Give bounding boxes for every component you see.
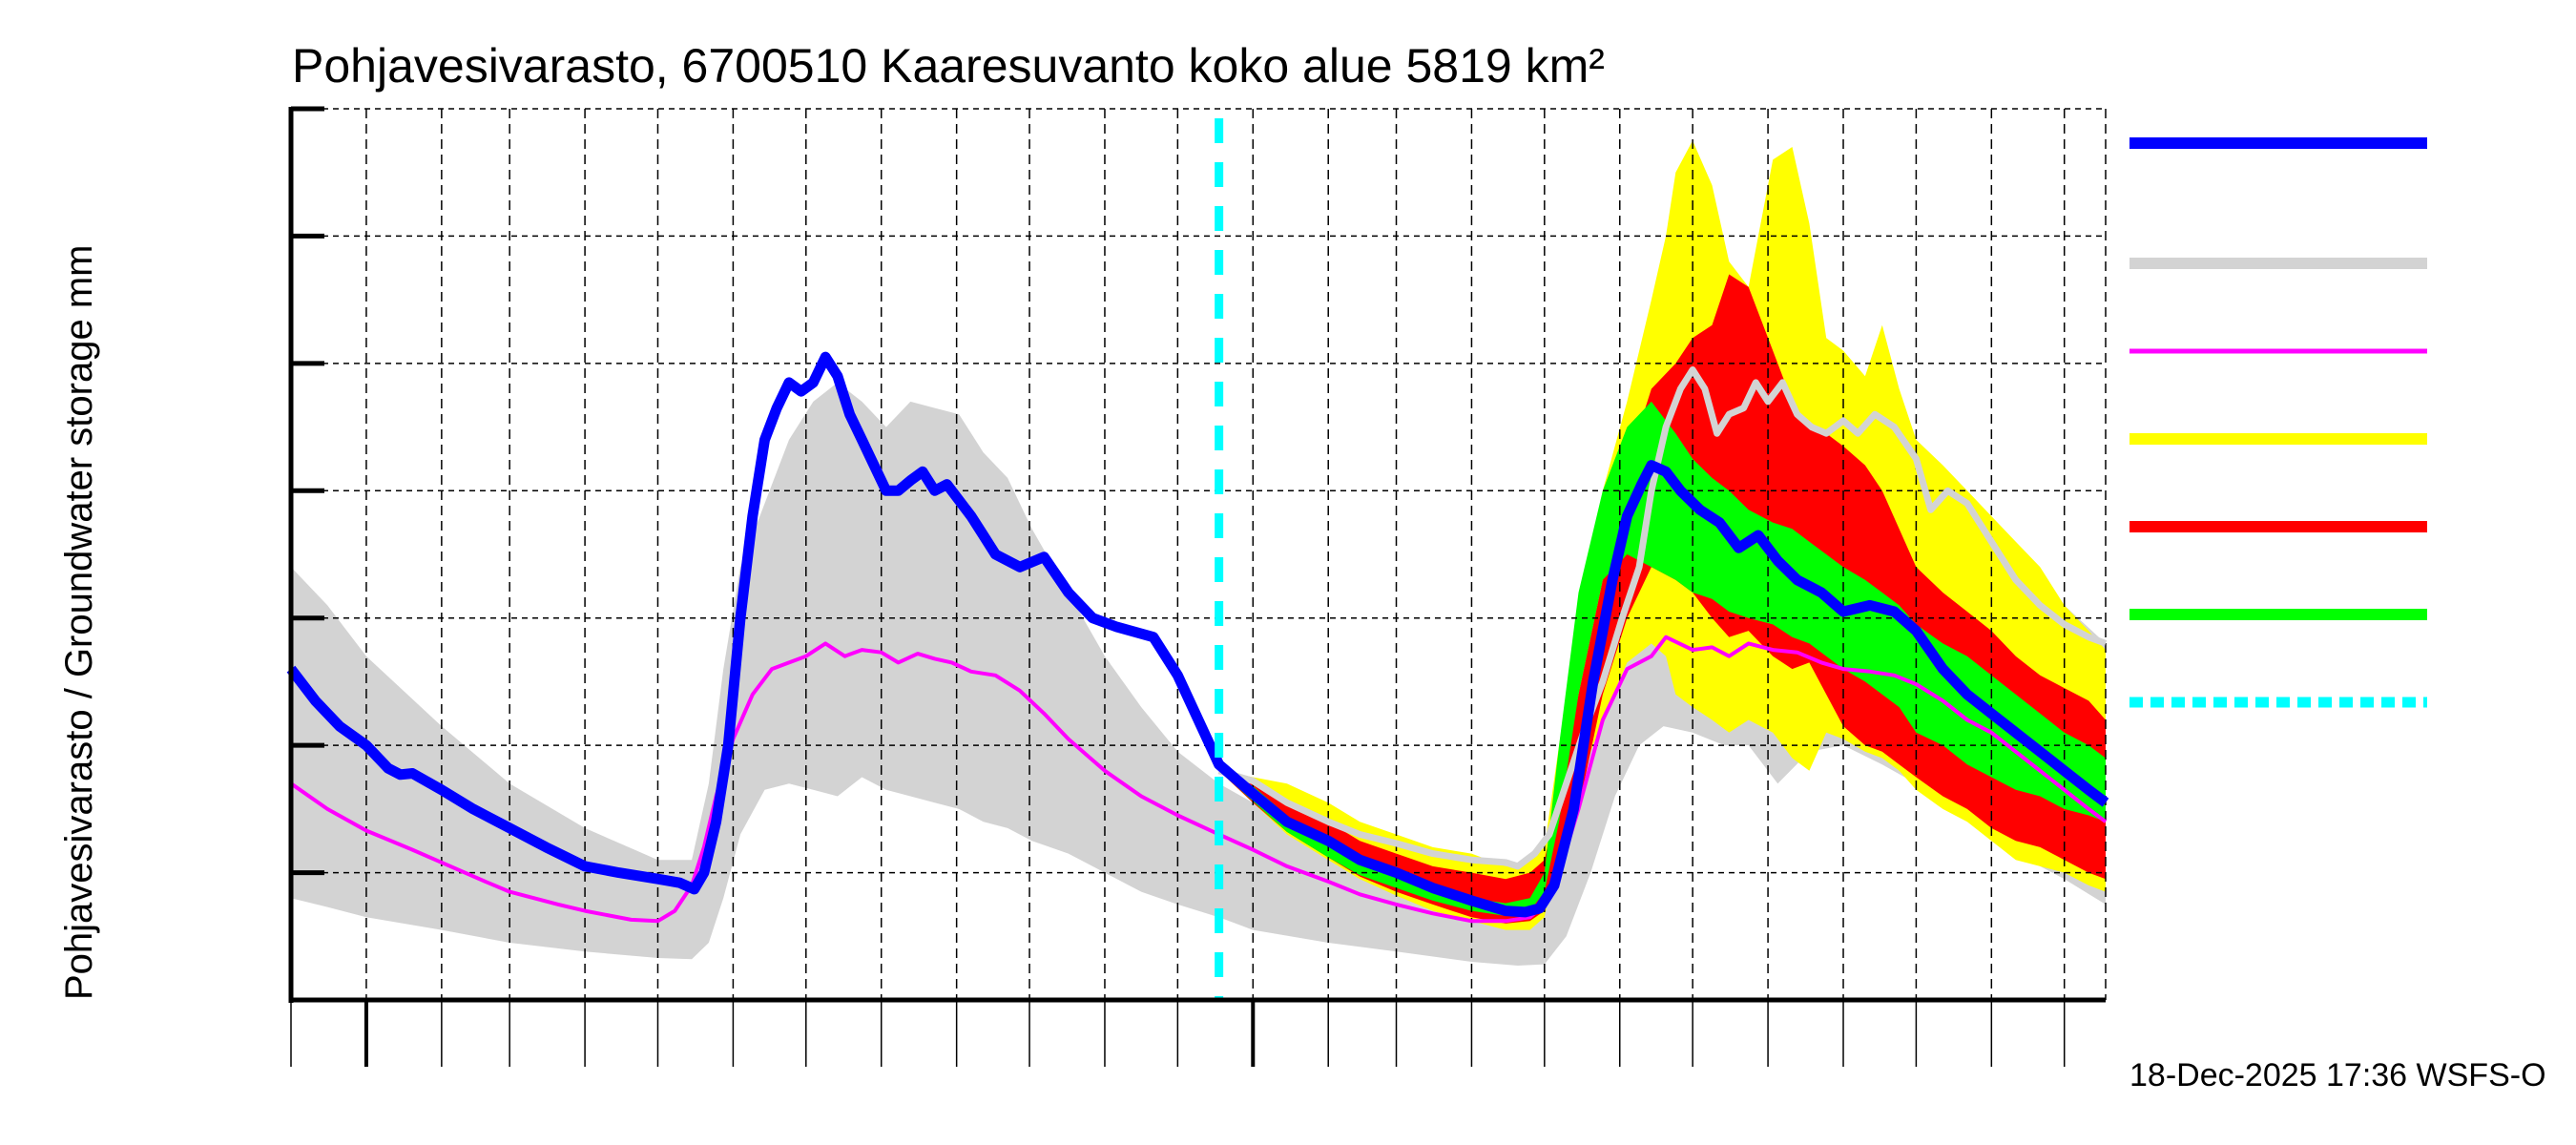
y-axis-label: Pohjavesivarasto / Groundwater storage m…: [58, 245, 100, 1000]
band-series-2: [1218, 274, 2106, 924]
x-ticks-layer: [290, 1000, 2066, 1067]
bands-layer: [291, 140, 2106, 966]
chart-title: Pohjavesivarasto, 6700510 Kaaresuvanto k…: [292, 39, 1605, 93]
timestamp-footer: 18-Dec-2025 17:36 WSFS-O: [2129, 1057, 2546, 1093]
y-ticks-layer: [291, 106, 324, 1003]
axes-layer: [288, 107, 2106, 1003]
legend: [2129, 137, 2427, 708]
line-series-5: [1217, 366, 2108, 870]
lines-layer: [286, 351, 2109, 924]
band-series-3: [1218, 401, 2106, 916]
line-series-6: [286, 351, 2109, 918]
